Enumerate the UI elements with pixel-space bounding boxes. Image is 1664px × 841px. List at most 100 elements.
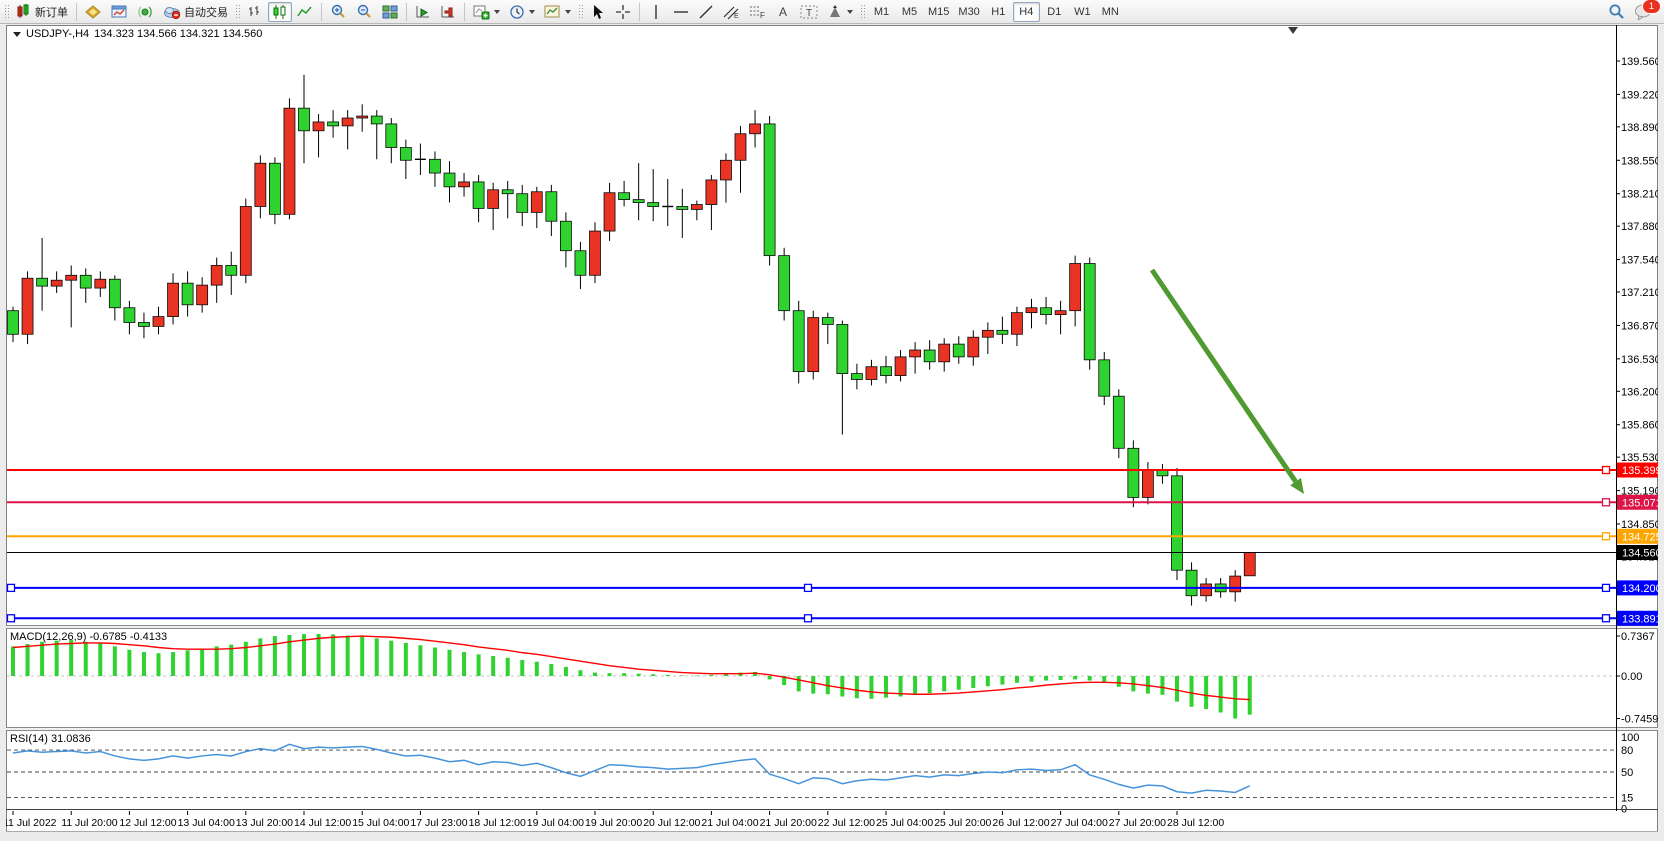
horizontal-line-object[interactable]: 133.891 <box>6 610 1658 626</box>
line-handle[interactable] <box>1601 532 1611 541</box>
bull-candle <box>254 162 267 207</box>
horizontal-line-object[interactable]: 135.071 <box>7 494 1658 510</box>
search-button[interactable] <box>1604 2 1629 22</box>
line-chart-button[interactable] <box>293 2 317 22</box>
price-chart[interactable]: 139.560 139.220 138.890 138.550 138.210 137.8… <box>6 25 1658 835</box>
bear-candle <box>647 202 660 207</box>
rsi-name: RSI(14) <box>10 733 48 745</box>
horizontal-line-object[interactable]: 134.725 <box>7 528 1658 544</box>
market-watch-button[interactable] <box>81 2 106 22</box>
indicators-button[interactable] <box>469 2 504 22</box>
chart-background[interactable] <box>6 25 1658 831</box>
arrow-head[interactable] <box>1290 477 1304 494</box>
timeframe-button-W1[interactable]: W1 <box>1074 5 1091 18</box>
trendline-icon <box>699 5 713 18</box>
templates-button[interactable] <box>540 2 575 22</box>
label-tool-icon: T <box>800 5 818 19</box>
signals-button[interactable] <box>133 2 158 22</box>
arrow-object[interactable] <box>1149 268 1304 494</box>
timeframe-button-MN[interactable]: MN <box>1101 5 1119 18</box>
line-handle[interactable] <box>1601 498 1611 507</box>
price-label-box <box>1617 528 1658 544</box>
bear-candle <box>1127 447 1140 498</box>
bar-chart-button[interactable] <box>243 2 267 22</box>
fibo-glyph: F <box>760 11 765 20</box>
macd-indicator-label: MACD(12,26,9) -0.6785 -0.4133 <box>10 631 167 643</box>
rsi-indicator-label: RSI(14) 31.0836 <box>10 733 91 745</box>
zoom-in-button[interactable] <box>326 2 351 22</box>
line-handle[interactable] <box>1601 614 1611 623</box>
chart-ohlc-values: 134.323 134.566 134.321 134.560 <box>94 28 263 40</box>
bull-candle <box>720 159 732 181</box>
bear-candle <box>472 181 485 209</box>
toolbar-grip[interactable] <box>4 3 9 20</box>
cursor-arrow-icon <box>594 4 603 19</box>
bear-candle <box>516 193 529 213</box>
price-tick-label: 139.220 <box>1621 89 1658 101</box>
auto-scroll-button[interactable] <box>411 2 435 22</box>
chart-shift-button[interactable] <box>436 2 460 22</box>
trendline-button[interactable] <box>694 2 718 22</box>
line-handle[interactable] <box>1601 465 1611 475</box>
chevron-down-icon <box>529 9 535 14</box>
time-tick-label: 21 Jul 04:00 <box>701 817 758 829</box>
timeframe-button-M30[interactable]: M30 <box>958 5 980 18</box>
line-handle[interactable] <box>803 614 813 623</box>
toolbar-grip[interactable] <box>860 3 865 20</box>
timeframe-button-M15[interactable]: M15 <box>928 5 950 18</box>
arrows-button[interactable] <box>823 2 857 22</box>
horizontal-line-object[interactable]: 135.399 <box>7 462 1658 478</box>
new-order-button[interactable]: 新订单 <box>12 2 72 22</box>
bull-candle <box>356 115 369 119</box>
pane-separator[interactable] <box>6 625 1658 629</box>
timeframe-button-M5[interactable]: M5 <box>901 5 918 18</box>
toolbar-grip[interactable] <box>235 3 240 20</box>
toolbar-grip[interactable] <box>578 3 583 20</box>
timeframe-button-H1[interactable]: H1 <box>991 5 1006 18</box>
collapse-triangle-icon[interactable] <box>13 31 21 37</box>
horizontal-line-object[interactable]: 134.200 <box>6 580 1658 596</box>
line-handle[interactable] <box>6 614 16 623</box>
bear-candle <box>108 278 121 309</box>
time-tick-label: 11 Jul 2022 <box>6 817 57 829</box>
horizontal-line-button[interactable] <box>669 2 693 22</box>
channel-button[interactable]: E <box>719 2 744 22</box>
timeframe-button-D1[interactable]: D1 <box>1047 5 1062 18</box>
chart-shift-marker[interactable] <box>1288 27 1298 34</box>
price-label-box <box>1617 610 1658 626</box>
line-handle[interactable] <box>803 583 813 593</box>
arrow-shaft[interactable] <box>1149 268 1298 483</box>
timeframe-button-M1[interactable]: M1 <box>873 5 890 18</box>
bull-candle <box>603 192 616 232</box>
bar-chart-icon <box>249 5 259 16</box>
crosshair-button[interactable] <box>611 2 635 22</box>
periods-button[interactable] <box>505 2 539 22</box>
current-price-box <box>1617 545 1658 560</box>
bull-candle <box>487 189 500 209</box>
chart-title-bar[interactable]: USDJPY-,H4 134.323 134.566 134.321 134.5… <box>13 28 262 40</box>
chart-symbol-period: USDJPY-,H4 <box>26 28 90 40</box>
tile-windows-button[interactable] <box>378 2 402 22</box>
line-handle[interactable] <box>1601 583 1611 593</box>
cursor-button[interactable] <box>586 2 610 22</box>
chart-window: 139.560 139.220 138.890 138.550 138.210 137.8… <box>6 25 1658 835</box>
text-label-button[interactable]: T <box>796 2 822 22</box>
chart-window-button[interactable] <box>107 2 132 22</box>
text-button[interactable]: A <box>771 2 795 22</box>
bear-candle <box>851 373 863 380</box>
fibonacci-button[interactable]: F <box>745 2 770 22</box>
line-handle[interactable] <box>6 583 16 593</box>
zoom-out-button[interactable] <box>352 2 377 22</box>
pane-separator[interactable] <box>6 727 1658 731</box>
time-tick-label: 19 Jul 04:00 <box>527 817 584 829</box>
text-tool-icon: A <box>778 4 787 19</box>
time-tick-label: 14 Jul 12:00 <box>294 817 351 829</box>
candlestick-chart-button[interactable] <box>268 1 292 22</box>
bull-candle <box>981 329 994 338</box>
template-icon <box>544 5 560 17</box>
auto-trading-button[interactable]: 自动交易 <box>159 2 232 22</box>
timeframe-button-H4[interactable]: H4 <box>1012 1 1040 22</box>
notifications-button[interactable]: 1 <box>1630 0 1661 22</box>
vertical-line-button[interactable] <box>644 2 668 22</box>
bull-candle <box>1054 310 1067 316</box>
